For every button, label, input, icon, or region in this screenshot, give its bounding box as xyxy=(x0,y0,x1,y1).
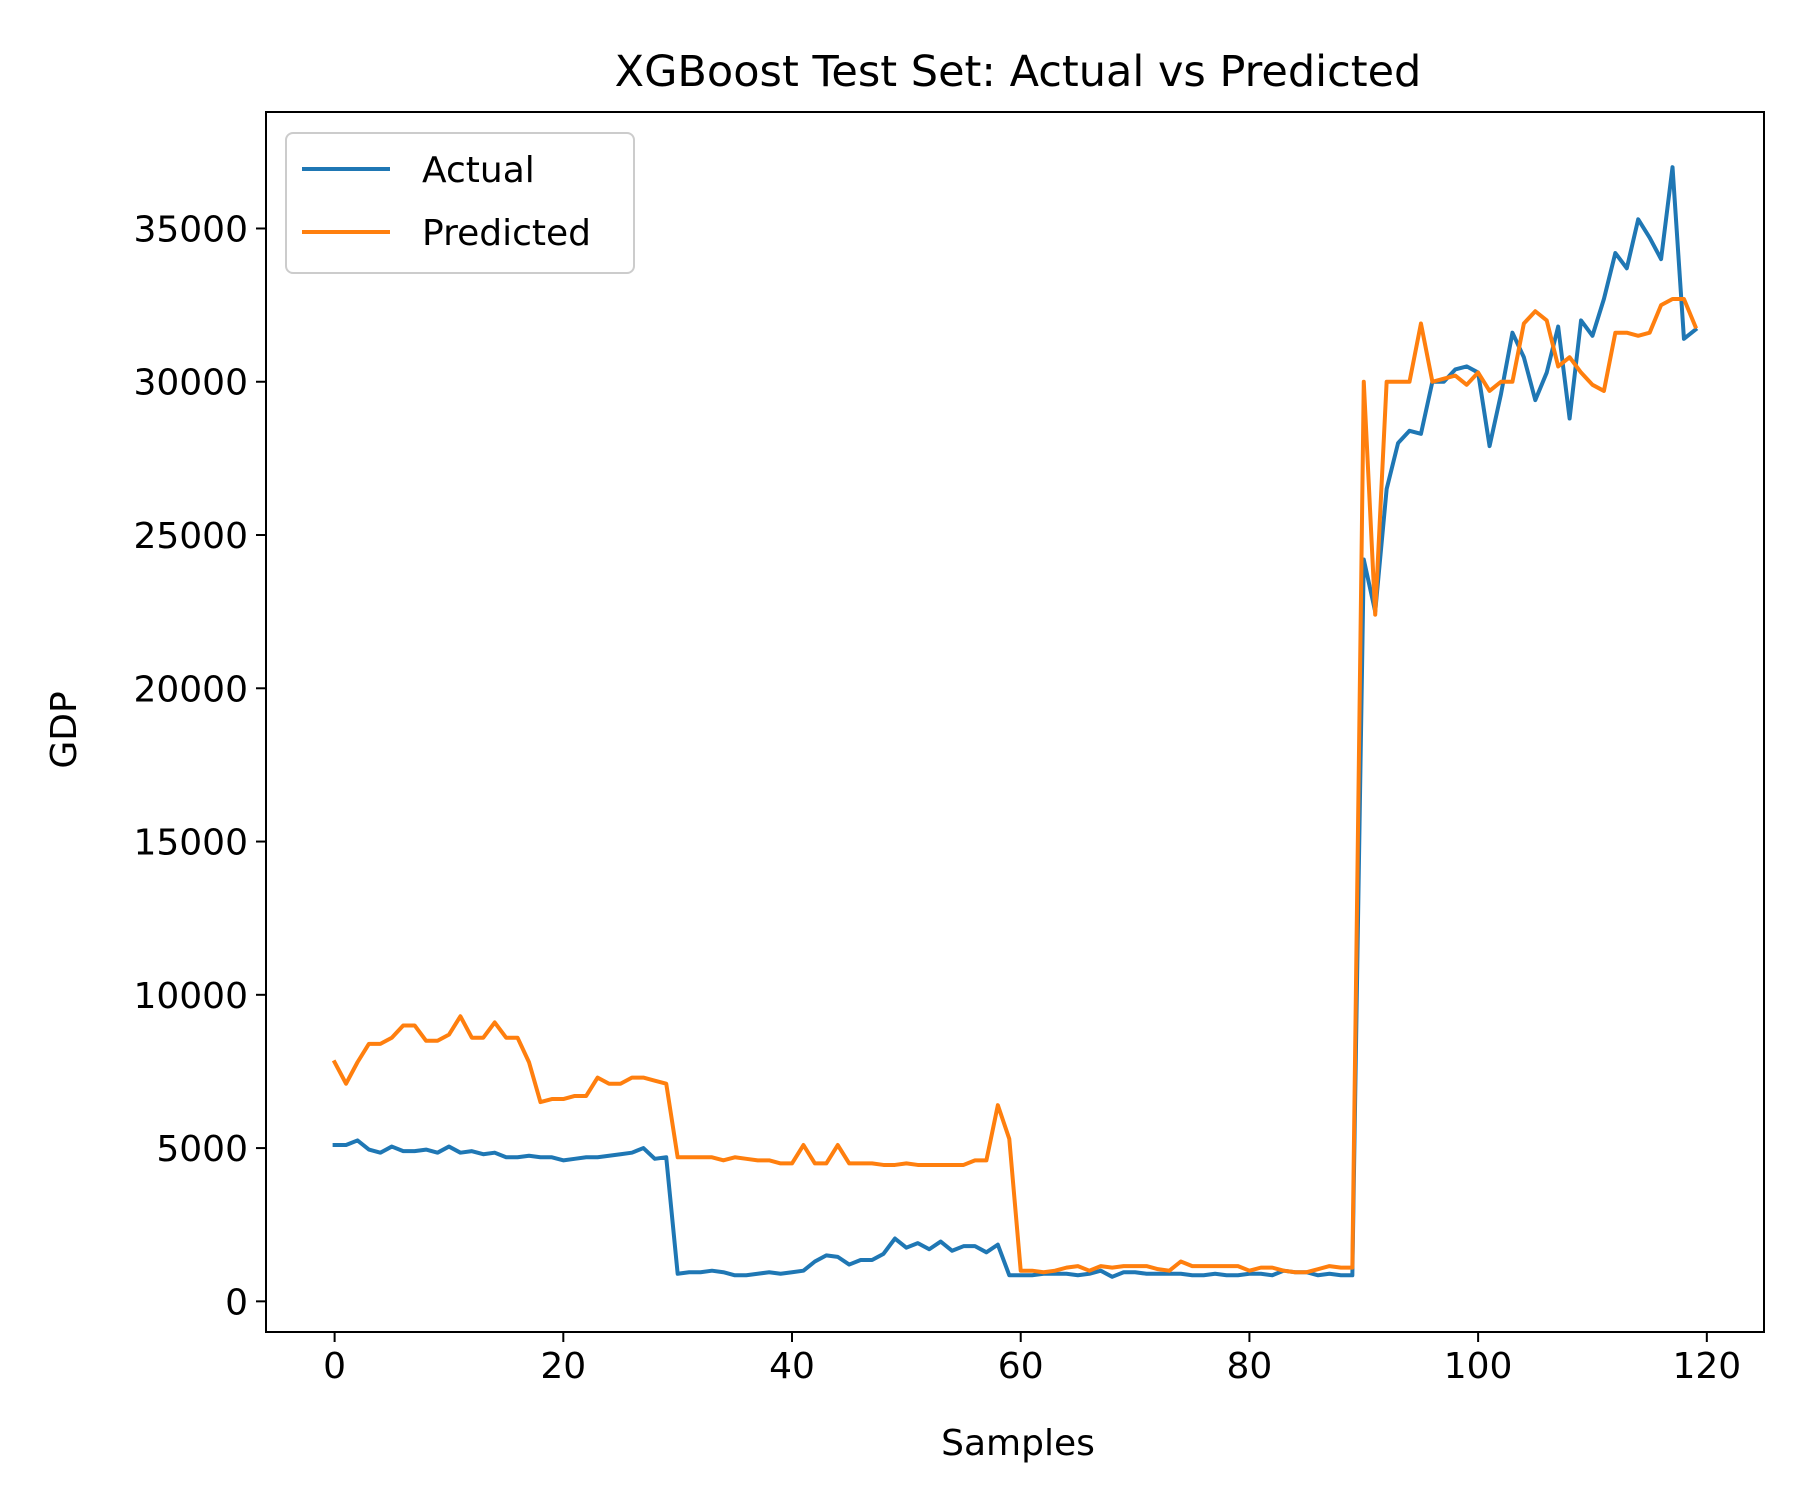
x-tick-label: 0 xyxy=(323,1346,346,1387)
y-tick-label: 15000 xyxy=(133,823,248,864)
x-tick-label: 120 xyxy=(1672,1346,1741,1387)
y-axis-label: GDP xyxy=(44,691,85,768)
y-tick-label: 30000 xyxy=(133,363,248,404)
x-tick-label: 40 xyxy=(769,1346,815,1387)
legend-label-actual: Actual xyxy=(422,150,535,191)
y-tick-label: 20000 xyxy=(133,669,248,710)
y-tick-label: 0 xyxy=(225,1282,248,1323)
y-tick-label: 10000 xyxy=(133,976,248,1017)
x-tick-label: 100 xyxy=(1444,1346,1513,1387)
y-tick-label: 25000 xyxy=(133,516,248,557)
plot-frame xyxy=(265,111,1765,1333)
chart-title: XGBoost Test Set: Actual vs Predicted xyxy=(615,47,1422,97)
x-tick-label: 80 xyxy=(1227,1346,1273,1387)
y-axis: 0 5000 10000 15000 20000 25000 30000 35000 xyxy=(133,209,266,1323)
plot-area xyxy=(265,111,1765,1333)
x-tick-label: 60 xyxy=(998,1346,1044,1387)
series-line-actual xyxy=(332,165,1699,1279)
x-axis-label: Samples xyxy=(941,1423,1095,1464)
x-tick-label: 20 xyxy=(540,1346,586,1387)
y-tick-label: 35000 xyxy=(133,209,248,250)
series-line-predicted xyxy=(331,296,1699,1275)
legend: Actual Predicted xyxy=(285,132,635,274)
legend-label-predicted: Predicted xyxy=(422,213,591,254)
y-tick-label: 5000 xyxy=(156,1129,248,1170)
x-axis: 0 20 40 60 80 100 120 xyxy=(323,1332,1741,1387)
